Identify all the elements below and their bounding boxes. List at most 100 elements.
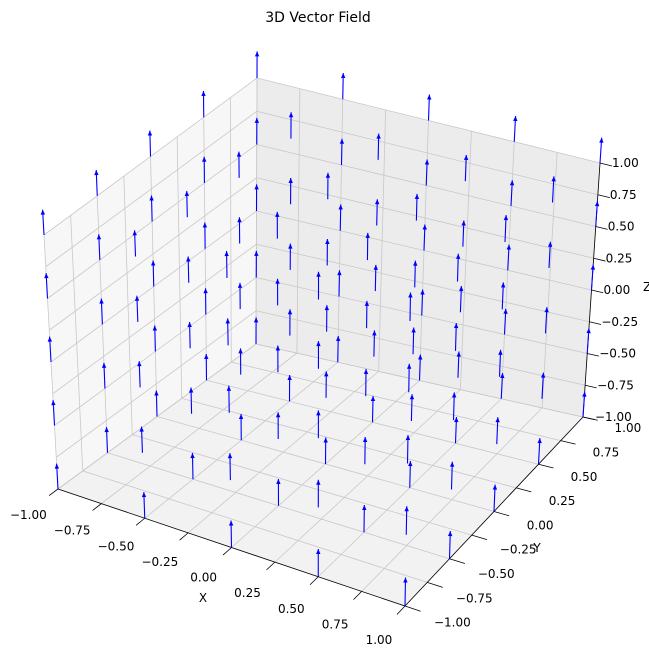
arrow-head — [236, 151, 242, 157]
arrow-head — [203, 288, 208, 294]
arrow-head — [137, 361, 142, 367]
arrow-head — [456, 351, 461, 357]
vector-arrow — [500, 282, 506, 310]
vector-arrow — [316, 410, 321, 439]
arrow-head — [451, 392, 457, 398]
arrow-head — [537, 438, 542, 444]
x-tick-mark — [135, 517, 146, 526]
vector-arrow — [454, 417, 459, 444]
arrow-head — [44, 273, 49, 279]
x-tick-mark — [396, 605, 406, 615]
y-tick-label: −0.25 — [500, 543, 537, 557]
y-tick-mark — [449, 558, 466, 564]
vector-arrow — [137, 361, 142, 388]
arrow-head — [418, 354, 423, 360]
arrow-head — [253, 317, 259, 323]
arrow-head — [594, 201, 600, 207]
vector-arrow — [362, 436, 368, 465]
vector-arrow — [513, 116, 518, 142]
vector-arrow — [406, 363, 412, 393]
arrow-head — [202, 222, 208, 228]
arrow-head — [316, 410, 321, 416]
arrow-head — [495, 417, 500, 423]
vector-arrow — [337, 270, 342, 297]
x-tick-mark — [222, 547, 232, 556]
vector-arrow — [316, 271, 321, 300]
arrow-head — [498, 349, 503, 355]
arrow-head — [463, 154, 469, 161]
vector-arrow — [447, 531, 453, 559]
y-tick-mark — [493, 511, 510, 517]
arrow-head — [582, 391, 587, 397]
vector-arrow — [590, 264, 596, 291]
arrow-head — [151, 260, 156, 266]
vector-arrow — [509, 180, 515, 207]
arrow-head — [459, 286, 464, 292]
z-tick-mark — [591, 289, 604, 294]
vector-arrow — [503, 308, 508, 335]
arrow-head — [513, 116, 518, 122]
vector-arrow — [228, 520, 234, 548]
y-tick-mark — [582, 416, 598, 421]
x-tick-label: 0.75 — [322, 617, 349, 631]
arrow-head — [406, 363, 412, 369]
y-tick-label: 0.50 — [571, 470, 598, 484]
z-tick-label: −1.00 — [595, 410, 632, 424]
vector-arrow — [451, 392, 457, 421]
arrow-head — [186, 256, 191, 262]
vector-arrow — [370, 396, 376, 423]
arrow-head — [275, 211, 280, 217]
arrow-head — [187, 322, 192, 328]
vector-arrow — [420, 289, 425, 316]
arrow-head — [237, 217, 242, 223]
vector-arrow — [188, 387, 194, 414]
arrow-head — [141, 492, 147, 498]
grid-line — [256, 177, 594, 259]
z-tick-label: −0.50 — [599, 347, 636, 361]
arrow-head — [590, 264, 596, 270]
z-tick-mark — [589, 321, 602, 325]
arrow-head — [316, 479, 321, 485]
arrow-head — [540, 372, 546, 378]
vector-arrow — [96, 234, 102, 261]
vector-arrow — [403, 577, 408, 607]
arrow-head — [325, 172, 331, 178]
arrow-head — [287, 374, 292, 380]
vector-arrow — [254, 117, 260, 145]
grid-line — [229, 97, 232, 363]
vector-arrow — [276, 479, 281, 506]
arrow-head — [237, 282, 243, 288]
arrow-head — [409, 394, 415, 400]
arrow-head — [403, 577, 408, 583]
y-tick-mark — [538, 463, 554, 469]
vector-arrow — [418, 354, 423, 381]
arrow-head — [54, 463, 60, 469]
arrow-head — [190, 453, 195, 459]
vector-arrow — [455, 253, 461, 282]
vector-arrow — [363, 368, 369, 397]
z-tick-label: 1.00 — [612, 156, 639, 170]
grid-line — [361, 407, 543, 592]
vector-arrow — [495, 417, 500, 445]
vector-arrow — [237, 282, 243, 310]
arrow-head — [455, 253, 461, 259]
arrow-head — [411, 327, 416, 333]
grid-line — [274, 389, 461, 563]
y-tick-label: 0.25 — [549, 494, 576, 508]
arrow-head — [147, 130, 153, 136]
vector-arrow — [339, 138, 345, 166]
vector-arrow — [134, 295, 140, 322]
vector-arrow — [288, 177, 293, 205]
arrow-head — [316, 549, 321, 555]
z-tick-label: 0.50 — [608, 220, 635, 234]
arrow-head — [376, 133, 381, 139]
chart-title: 3D Vector Field — [265, 10, 371, 26]
arrow-head — [374, 199, 380, 205]
vector-arrow — [364, 300, 370, 329]
arrow-head — [500, 282, 506, 288]
arrow-head — [509, 180, 515, 186]
grid-line — [45, 110, 258, 268]
z-tick-mark — [587, 353, 599, 357]
arrow-head — [503, 308, 508, 314]
vector-arrow — [203, 288, 208, 315]
